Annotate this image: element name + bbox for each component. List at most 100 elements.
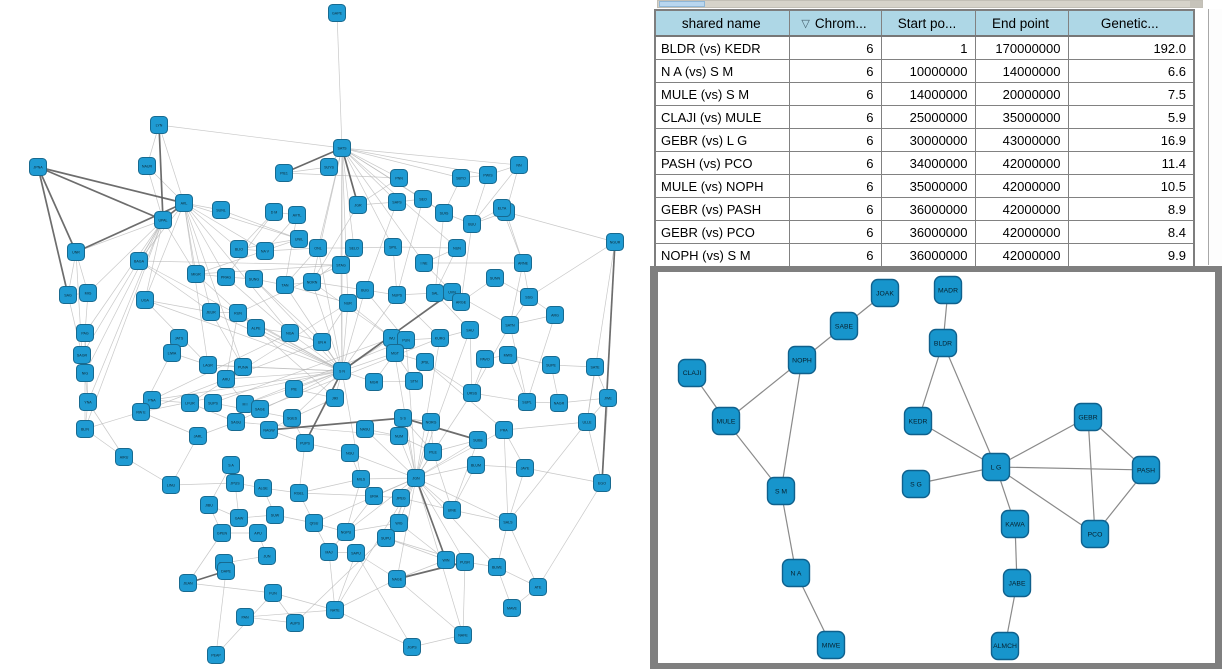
network-node-gpen[interactable]: GPEN — [213, 524, 231, 542]
network-node-pun[interactable]: PUN — [397, 331, 415, 349]
column-header-shared-name[interactable]: shared name — [654, 9, 790, 37]
cell-shared-name[interactable]: MULE (vs) NOPH — [654, 174, 790, 198]
network-node-nups[interactable]: NUPS — [388, 286, 406, 304]
network-node-jean[interactable]: JEAN — [179, 574, 197, 592]
network-node-sagr[interactable]: SAGR — [73, 346, 91, 364]
network-node-sunn[interactable]: SUNN — [486, 269, 504, 287]
subnetwork-edge[interactable] — [780, 359, 803, 492]
network-node-qisu[interactable]: QISU — [305, 514, 323, 532]
cell-value[interactable]: 14000000 — [880, 82, 976, 106]
network-node-tan[interactable]: TAN — [276, 276, 294, 294]
table-row[interactable]: CLAJI (vs) MULE 6 25000000 35000000 5.9 — [654, 105, 1195, 129]
network-node-jeur[interactable]: JEUR — [202, 303, 220, 321]
network-node-noph[interactable]: NOPH — [787, 345, 817, 375]
network-node-suys[interactable]: SUYS — [320, 158, 338, 176]
network-node-sau[interactable]: SAU — [461, 321, 479, 339]
table-row[interactable]: PASH (vs) PCO 6 34000000 42000000 11.4 — [654, 151, 1195, 175]
network-node-prag[interactable]: PRAG — [217, 268, 235, 286]
network-node-pnn[interactable]: PNN — [390, 169, 408, 187]
network-node-mws[interactable]: MWS — [499, 346, 517, 364]
small-network-canvas[interactable]: JOAK MADR SABE BLDR NOPH CLAJI MULE KEDR GEBR L G… — [658, 272, 1215, 663]
column-header-chrom-[interactable]: ▽ Chrom... — [788, 9, 882, 37]
network-node-sats[interactable]: SATS — [333, 139, 351, 157]
table-row[interactable]: GEBR (vs) PASH 6 36000000 42000000 8.9 — [654, 197, 1195, 221]
cell-value[interactable]: 20000000 — [974, 82, 1069, 106]
network-node-n-a[interactable]: N A — [781, 558, 811, 588]
network-node-maj[interactable]: MAJ — [320, 543, 338, 561]
network-node-mule[interactable]: MULE — [711, 406, 741, 436]
network-node-bldr[interactable]: BLDR — [928, 328, 958, 358]
network-node-nig[interactable]: NIG — [76, 364, 94, 382]
network-node-pra[interactable]: PRA — [495, 421, 513, 439]
network-node-buu[interactable]: BUU — [463, 215, 481, 233]
cell-value[interactable]: 6 — [788, 151, 882, 175]
network-node-win[interactable]: WIN — [437, 551, 455, 569]
cell-value[interactable]: 10000000 — [880, 59, 976, 83]
network-node-s-a[interactable]: S A — [222, 456, 240, 474]
network-node-nur[interactable]: NUR — [339, 294, 357, 312]
network-node-linu[interactable]: LINU — [162, 476, 180, 494]
network-node-lyn[interactable]: LYN — [150, 116, 168, 134]
cell-value[interactable]: 6 — [788, 220, 882, 244]
network-node-akl[interactable]: AKL — [175, 194, 193, 212]
network-node-gebr[interactable]: GEBR — [1073, 402, 1103, 432]
network-node-urss[interactable]: URSS — [463, 384, 481, 402]
network-node-sabe[interactable]: SABE — [829, 311, 859, 341]
network-node-almch[interactable]: ALMCH — [990, 631, 1020, 661]
cell-shared-name[interactable]: N A (vs) S M — [654, 59, 790, 83]
cell-value[interactable]: 34000000 — [880, 151, 976, 175]
cell-value[interactable]: 36000000 — [880, 197, 976, 221]
network-node-safs[interactable]: SAFS — [388, 193, 406, 211]
table-row[interactable]: MULE (vs) NOPH 6 35000000 42000000 10.5 — [654, 174, 1195, 198]
network-node-airu[interactable]: AIRU — [115, 448, 133, 466]
cell-value[interactable]: 43000000 — [974, 128, 1069, 152]
network-node-mils[interactable]: MILS — [352, 470, 370, 488]
cell-value[interactable]: 35000000 — [880, 174, 976, 198]
network-node-i-ne[interactable]: I NE — [415, 254, 433, 272]
network-node-supl[interactable]: SUPL — [518, 393, 536, 411]
cell-value[interactable]: 6 — [788, 105, 882, 129]
network-node-l-g[interactable]: L G — [981, 452, 1011, 482]
network-node-supe[interactable]: SUPE — [542, 356, 560, 374]
network-node-mig[interactable]: MIG — [79, 284, 97, 302]
network-node-joak[interactable]: JOAK — [870, 278, 900, 308]
cell-shared-name[interactable]: NOPH (vs) S M — [654, 243, 790, 268]
network-node-wig[interactable]: WIG — [390, 514, 408, 532]
network-node-aru[interactable]: ARU — [217, 370, 235, 388]
network-node-alpe[interactable]: ALPE — [247, 319, 265, 337]
subnetwork-edge[interactable] — [995, 466, 1096, 535]
table-row[interactable]: GEBR (vs) PCO 6 36000000 42000000 8.4 — [654, 220, 1195, 244]
network-node-unil[interactable]: UNIL — [290, 230, 308, 248]
network-node-jgps[interactable]: JGPS — [403, 638, 421, 656]
network-node-elta[interactable]: ELTA — [493, 199, 511, 217]
network-node-d-m[interactable]: D M — [265, 203, 283, 221]
network-node-mave[interactable]: MAVE — [503, 599, 521, 617]
network-node-arne[interactable]: ARNE — [514, 254, 532, 272]
network-node-pie[interactable]: PIE — [285, 380, 303, 398]
network-node-pie1[interactable]: PIE1 — [275, 164, 293, 182]
network-node-lfur[interactable]: LFUR — [181, 394, 199, 412]
network-node-pups[interactable]: PUPS — [296, 434, 314, 452]
network-node-aups[interactable]: AUPS — [286, 614, 304, 632]
cell-value[interactable]: 6.6 — [1067, 59, 1195, 83]
column-header-end-point[interactable]: End point — [974, 9, 1069, 37]
network-node-jgn[interactable]: JGN — [407, 469, 425, 487]
table-row[interactable]: MULE (vs) S M 6 14000000 20000000 7.5 — [654, 82, 1195, 106]
network-node-na-v[interactable]: NA V — [256, 242, 274, 260]
network-node-ego[interactable]: EGO — [593, 474, 611, 492]
filter-icon[interactable]: ▽ — [801, 17, 810, 30]
table-row[interactable]: NOPH (vs) S M 6 36000000 42000000 9.9 — [654, 243, 1195, 268]
network-node-claji[interactable]: CLAJI — [677, 358, 707, 388]
network-node-arge[interactable]: ARGE — [452, 293, 470, 311]
network-node-s-n[interactable]: S N — [333, 362, 351, 380]
network-node-unr[interactable]: UNR — [67, 243, 85, 261]
cell-value[interactable]: 42000000 — [974, 151, 1069, 175]
cell-value[interactable]: 35000000 — [974, 105, 1069, 129]
cell-value[interactable]: 192.0 — [1067, 35, 1195, 60]
cell-shared-name[interactable]: GEBR (vs) L G — [654, 128, 790, 152]
column-header-start-po-[interactable]: Start po... — [880, 9, 976, 37]
network-node-pusr[interactable]: PUSR — [456, 553, 474, 571]
cell-value[interactable]: 42000000 — [974, 197, 1069, 221]
network-node-sges[interactable]: SGES — [283, 409, 301, 427]
cell-value[interactable]: 25000000 — [880, 105, 976, 129]
